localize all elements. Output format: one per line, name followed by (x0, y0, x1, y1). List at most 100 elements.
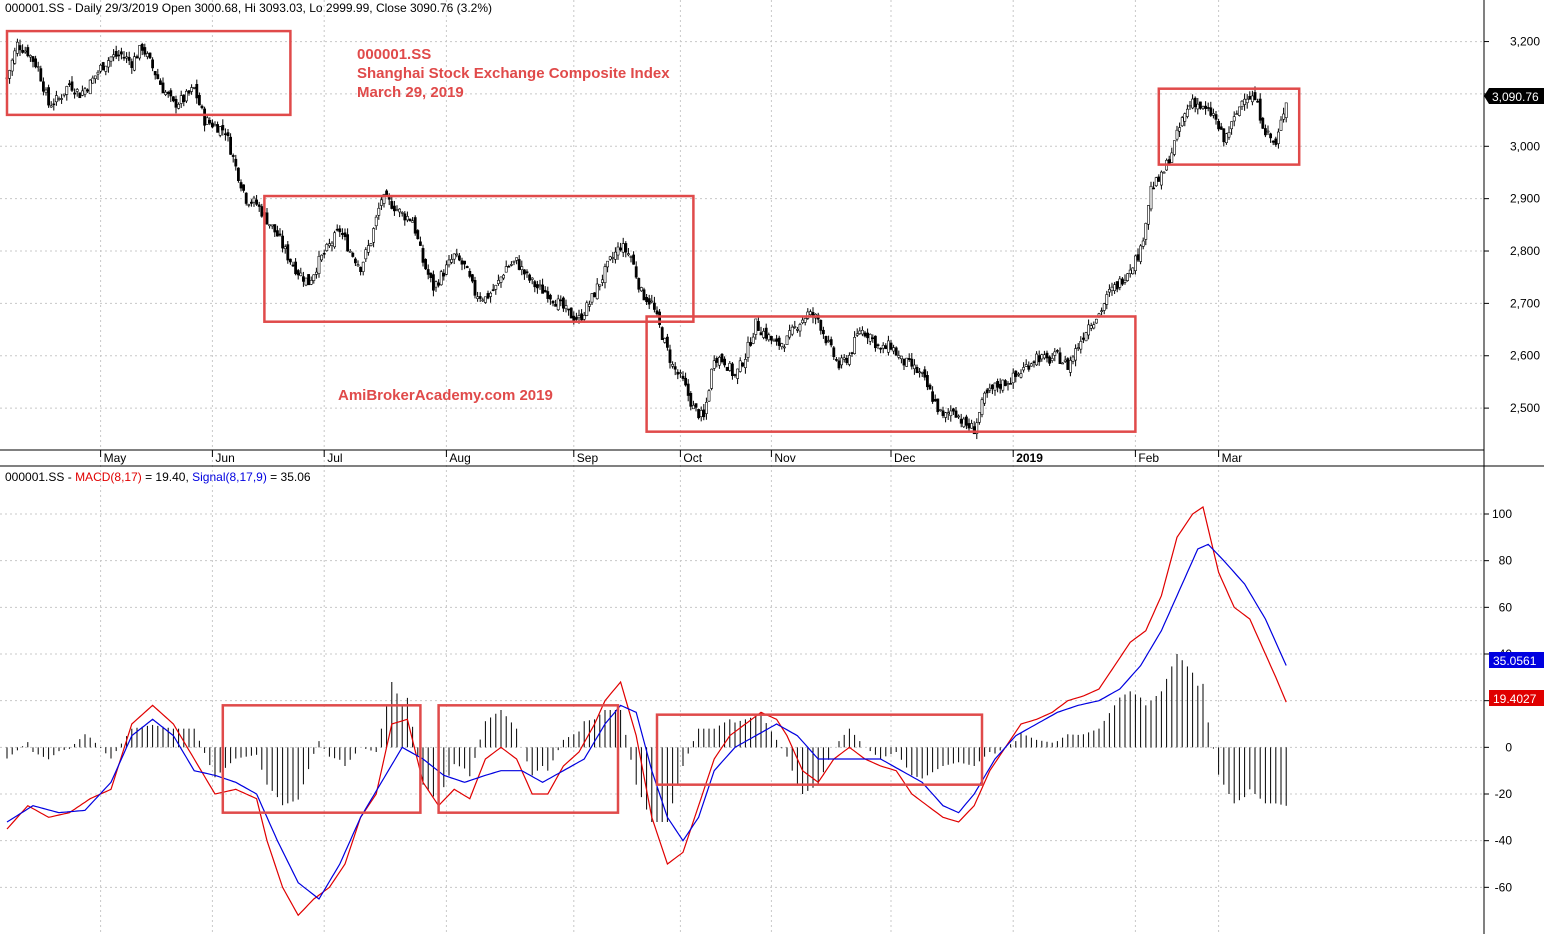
candle-body (725, 366, 729, 371)
candle-body (1154, 177, 1158, 187)
candle-body (660, 327, 664, 340)
candle-body (470, 274, 474, 282)
candle-body (567, 308, 571, 311)
candle-body (821, 329, 825, 335)
candle-body (691, 404, 695, 410)
candle-body (112, 54, 116, 58)
candle-body (437, 282, 441, 286)
candle-body (322, 253, 326, 255)
candle-body (608, 256, 612, 260)
candle-body (1045, 352, 1049, 359)
price-tick-label: 2,700 (1510, 296, 1540, 310)
candle-body (504, 266, 508, 273)
candle-body (400, 212, 404, 214)
candle-body (1253, 92, 1257, 101)
candle-body (140, 43, 144, 51)
candle-body (759, 332, 763, 336)
candle-body (775, 338, 779, 342)
candle-body (803, 318, 807, 323)
candle-body (790, 326, 794, 335)
candle-body (335, 228, 339, 231)
candle-body (70, 81, 74, 91)
candle-body (244, 192, 248, 204)
candle-body (455, 253, 459, 256)
candle-body (125, 56, 129, 59)
macd-line (6, 506, 1287, 917)
candle-body (559, 299, 563, 302)
candle-body (582, 315, 586, 320)
candle-body (44, 89, 48, 93)
candle-body (1040, 354, 1044, 360)
candle-body (304, 277, 308, 286)
candle-body (907, 358, 911, 360)
candle-body (252, 197, 256, 203)
candle-body (364, 249, 368, 260)
candle-body (31, 56, 35, 62)
candle-body (234, 158, 238, 167)
candle-body (1001, 379, 1005, 391)
price-highlight-box (645, 315, 1137, 433)
candle-body (647, 298, 651, 305)
candle-body (431, 274, 435, 291)
candle-body (1074, 348, 1078, 361)
candle-body (673, 366, 677, 370)
candle-body (1105, 294, 1109, 305)
candle-body (580, 313, 584, 321)
candle-body (1227, 132, 1231, 138)
candle-body (855, 333, 859, 336)
candle-body (1269, 133, 1273, 139)
candle-body (1110, 286, 1114, 291)
candle-body (101, 62, 105, 71)
candle-body (543, 289, 547, 293)
candle-body (164, 91, 168, 95)
candle-body (941, 410, 945, 416)
candle-body (83, 88, 87, 95)
month-label: Aug (449, 451, 470, 465)
candle-body (712, 360, 716, 369)
candle-body (1131, 267, 1135, 275)
candle-body (1152, 187, 1156, 190)
candle-body (1118, 278, 1122, 288)
candle-body (1102, 303, 1106, 311)
candle-body (179, 95, 183, 104)
candle-body (424, 259, 428, 270)
candle-body (1251, 95, 1254, 103)
candle-body (832, 347, 836, 357)
candle-body (829, 339, 833, 346)
candle-body (166, 91, 170, 95)
month-label: Feb (1138, 451, 1159, 465)
candle-body (377, 207, 381, 216)
candle-body (47, 87, 51, 106)
candle-body (970, 423, 974, 429)
month-label: Oct (683, 451, 702, 465)
candle-body (853, 337, 857, 354)
candle-body (39, 68, 43, 82)
macd-tick-label: -20 (1495, 787, 1513, 801)
candle-body (676, 371, 680, 375)
candle-body (104, 65, 108, 72)
candle-body (847, 355, 851, 365)
candle-body (153, 71, 157, 76)
candle-body (1219, 126, 1223, 130)
candle-body (507, 265, 511, 268)
candle-body (788, 330, 792, 338)
signal-last-label: 35.0561 (1493, 654, 1537, 668)
candle-body (369, 243, 373, 246)
candle-body (26, 47, 30, 57)
price-highlight-box (5, 29, 292, 117)
candle-body (330, 242, 334, 246)
candle-body (361, 261, 365, 272)
candle-body (873, 335, 877, 349)
candle-body (944, 412, 948, 418)
candle-body (980, 399, 984, 415)
candle-body (1056, 350, 1059, 352)
candle-body (1180, 117, 1184, 127)
candle-body (777, 337, 781, 346)
candle-body (715, 358, 719, 363)
candle-body (421, 248, 425, 263)
candle-body (736, 368, 740, 379)
candle-body (395, 209, 399, 211)
candle-body (1284, 102, 1288, 118)
candle-body (1162, 171, 1166, 174)
candle-body (1095, 318, 1098, 324)
